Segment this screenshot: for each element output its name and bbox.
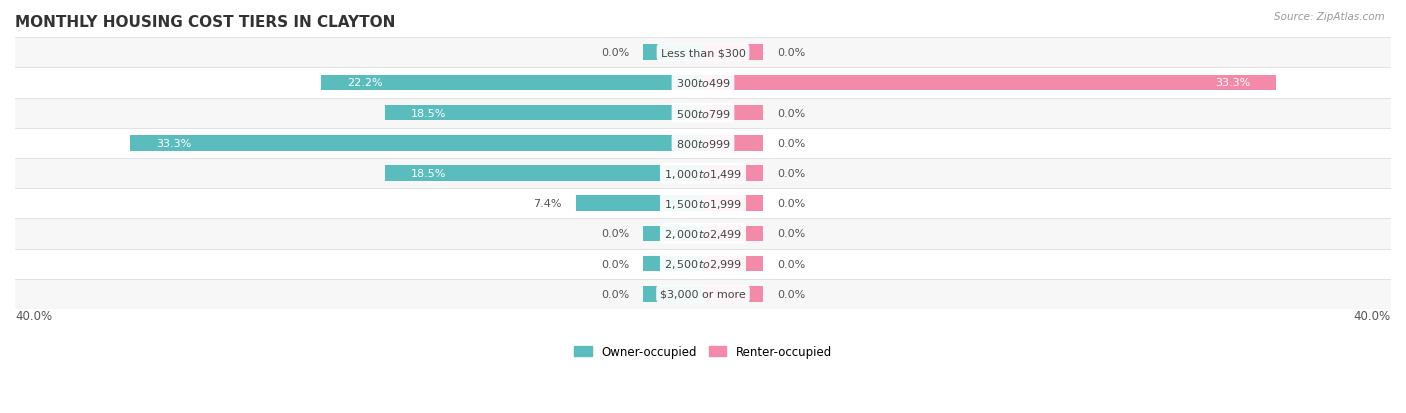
Bar — [703, 105, 763, 121]
Text: 0.0%: 0.0% — [778, 138, 806, 148]
Bar — [703, 45, 763, 61]
Text: Source: ZipAtlas.com: Source: ZipAtlas.com — [1274, 12, 1385, 22]
Bar — [15, 38, 1391, 68]
Bar — [321, 76, 703, 91]
Text: 22.2%: 22.2% — [347, 78, 382, 88]
Bar — [703, 196, 763, 211]
Bar — [15, 159, 1391, 189]
Text: $800 to $999: $800 to $999 — [675, 138, 731, 150]
Bar — [15, 219, 1391, 249]
Text: 0.0%: 0.0% — [778, 229, 806, 239]
Text: 0.0%: 0.0% — [778, 259, 806, 269]
Text: 33.3%: 33.3% — [156, 138, 191, 148]
Text: $1,500 to $1,999: $1,500 to $1,999 — [664, 197, 742, 210]
Text: 0.0%: 0.0% — [778, 108, 806, 119]
Bar — [703, 135, 763, 151]
Text: 40.0%: 40.0% — [15, 309, 52, 322]
Bar — [703, 76, 1275, 91]
Text: 0.0%: 0.0% — [778, 199, 806, 209]
Text: 0.0%: 0.0% — [778, 169, 806, 178]
Bar — [15, 68, 1391, 98]
Text: 18.5%: 18.5% — [411, 169, 446, 178]
Text: $500 to $799: $500 to $799 — [675, 107, 731, 119]
Text: 0.0%: 0.0% — [600, 229, 628, 239]
Text: 40.0%: 40.0% — [1354, 309, 1391, 322]
Bar — [643, 286, 703, 302]
Bar — [643, 256, 703, 272]
Text: $300 to $499: $300 to $499 — [675, 77, 731, 89]
Bar — [385, 166, 703, 181]
Bar — [131, 135, 703, 151]
Text: $2,500 to $2,999: $2,500 to $2,999 — [664, 257, 742, 271]
Text: MONTHLY HOUSING COST TIERS IN CLAYTON: MONTHLY HOUSING COST TIERS IN CLAYTON — [15, 15, 395, 30]
Text: Less than $300: Less than $300 — [661, 48, 745, 58]
Bar — [15, 98, 1391, 128]
Bar — [703, 286, 763, 302]
Bar — [15, 189, 1391, 219]
Bar — [15, 249, 1391, 279]
Text: $2,000 to $2,499: $2,000 to $2,499 — [664, 228, 742, 240]
Text: $3,000 or more: $3,000 or more — [661, 289, 745, 299]
Legend: Owner-occupied, Renter-occupied: Owner-occupied, Renter-occupied — [569, 341, 837, 363]
Text: 0.0%: 0.0% — [600, 48, 628, 58]
Text: 7.4%: 7.4% — [533, 199, 562, 209]
Bar — [15, 128, 1391, 159]
Bar — [703, 166, 763, 181]
Text: 18.5%: 18.5% — [411, 108, 446, 119]
Text: 0.0%: 0.0% — [778, 48, 806, 58]
Bar — [643, 226, 703, 242]
Bar — [15, 279, 1391, 309]
Text: 0.0%: 0.0% — [778, 289, 806, 299]
Bar — [643, 45, 703, 61]
Text: 0.0%: 0.0% — [600, 289, 628, 299]
Bar — [575, 196, 703, 211]
Bar — [385, 105, 703, 121]
Bar — [703, 226, 763, 242]
Bar — [703, 256, 763, 272]
Text: 33.3%: 33.3% — [1215, 78, 1250, 88]
Text: $1,000 to $1,499: $1,000 to $1,499 — [664, 167, 742, 180]
Text: 0.0%: 0.0% — [600, 259, 628, 269]
